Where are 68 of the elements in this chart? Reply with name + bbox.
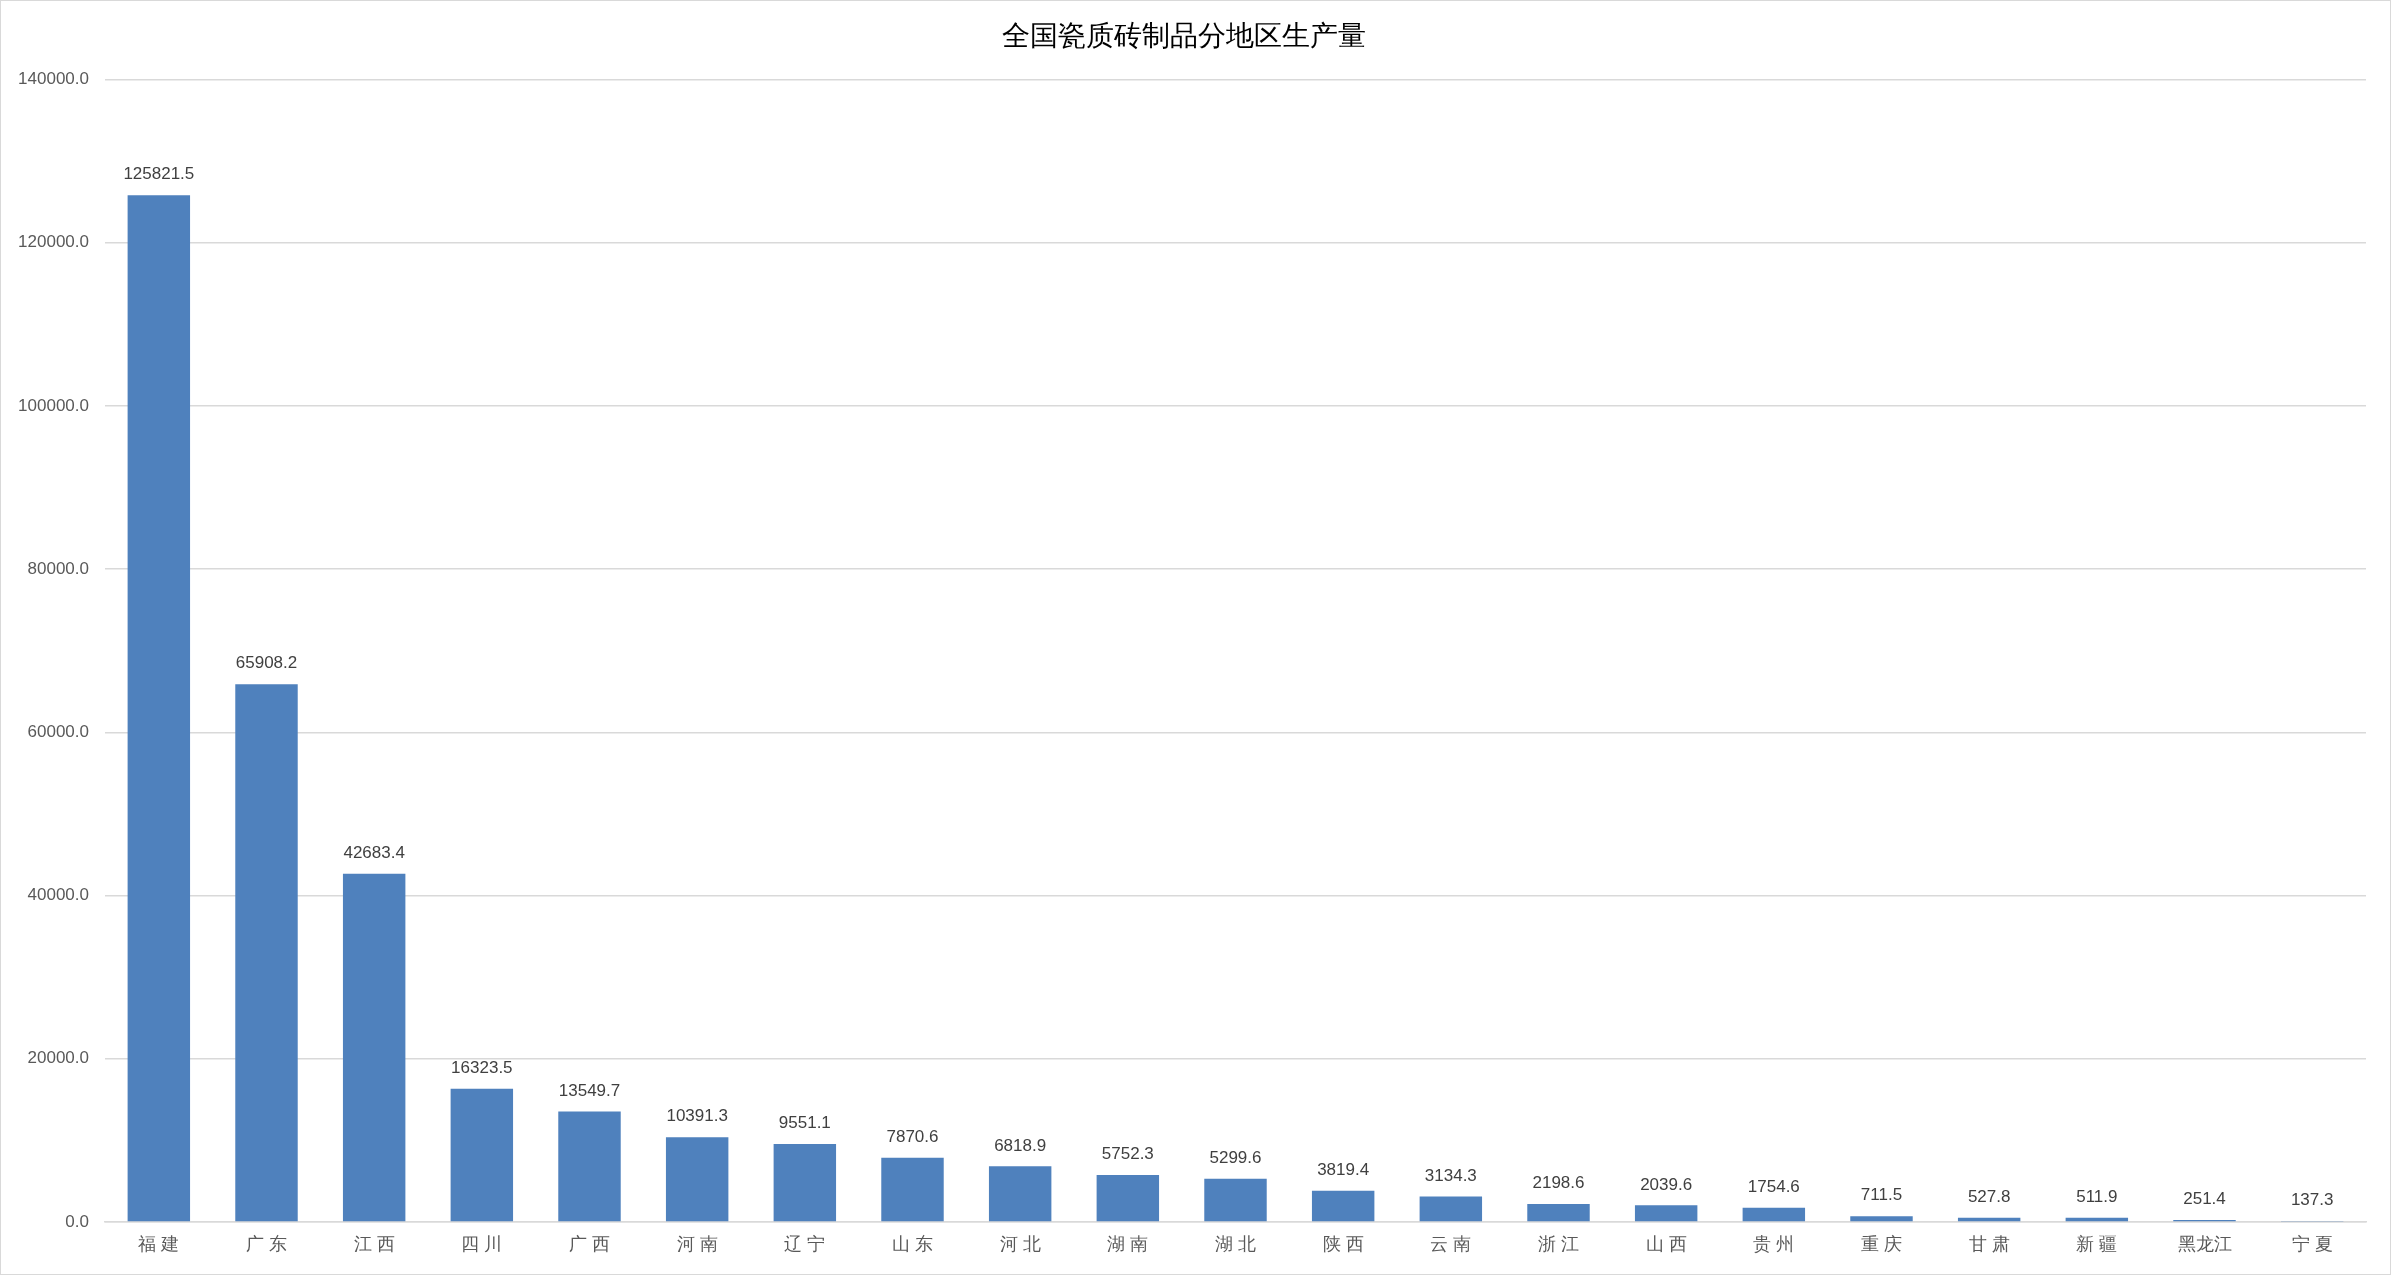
bar — [1419, 1196, 1483, 1222]
bar — [342, 873, 406, 1222]
x-tick-label: 山 东 — [891, 1233, 934, 1254]
y-tick-label: 120000.0 — [18, 232, 89, 252]
x-tick-label: 陕 西 — [1322, 1233, 1364, 1254]
y-tick-label: 60000.0 — [27, 722, 89, 742]
bar — [1850, 1216, 1913, 1222]
data-label: 5752.3 — [1101, 1144, 1154, 1164]
x-tick-label: 辽 宁 — [784, 1233, 826, 1254]
x-tick-label: 云 南 — [1430, 1233, 1472, 1254]
data-label: 7870.6 — [886, 1126, 939, 1146]
x-tick-label: 黑龙江 — [2177, 1233, 2232, 1254]
bar — [558, 1111, 621, 1222]
bar — [1527, 1204, 1590, 1222]
y-tick-label: 20000.0 — [27, 1048, 89, 1068]
data-label: 2198.6 — [1532, 1173, 1585, 1193]
data-label: 9551.1 — [778, 1113, 831, 1133]
bar — [773, 1144, 837, 1222]
data-label: 527.8 — [1967, 1186, 2011, 1206]
data-label: 125821.5 — [123, 164, 195, 184]
data-label: 1754.6 — [1747, 1176, 1800, 1196]
x-tick-label: 甘 肃 — [1968, 1233, 2010, 1254]
x-tick-label: 广 东 — [245, 1233, 288, 1254]
x-tick-label: 四 川 — [461, 1233, 503, 1254]
x-tick-label: 湖 南 — [1107, 1233, 1149, 1254]
data-label: 3134.3 — [1424, 1165, 1477, 1185]
y-tick-label: 80000.0 — [27, 558, 89, 578]
y-tick-label: 40000.0 — [27, 885, 89, 905]
chart-title: 全国瓷质砖制品分地区生产量 — [1001, 19, 1366, 51]
bar — [1204, 1178, 1267, 1222]
data-label: 251.4 — [2183, 1189, 2226, 1209]
x-tick-label: 宁 夏 — [2291, 1233, 2333, 1254]
x-tick-label: 湖 北 — [1214, 1233, 1257, 1254]
x-tick-label: 河 南 — [676, 1233, 718, 1254]
x-tick-label: 福 建 — [138, 1233, 180, 1254]
data-label: 137.3 — [2290, 1190, 2334, 1210]
data-label: 2039.6 — [1640, 1174, 1693, 1194]
data-label: 10391.3 — [666, 1106, 728, 1126]
bar — [665, 1137, 729, 1222]
bar — [1311, 1190, 1375, 1222]
x-tick-label: 河 北 — [999, 1233, 1041, 1254]
bar — [450, 1088, 514, 1222]
data-label: 42683.4 — [343, 842, 405, 862]
x-tick-label: 重 庆 — [1860, 1233, 1903, 1254]
x-tick-label: 山 西 — [1645, 1233, 1687, 1254]
y-tick-label: 140000.0 — [18, 69, 89, 89]
bar — [127, 195, 191, 1222]
bar — [235, 684, 298, 1222]
data-label: 3819.4 — [1317, 1160, 1370, 1180]
data-label: 511.9 — [2076, 1187, 2118, 1207]
data-label: 711.5 — [1860, 1185, 1903, 1205]
x-tick-label: 广 西 — [568, 1233, 611, 1254]
x-tick-label: 贵 州 — [1753, 1233, 1795, 1254]
bar — [1634, 1205, 1698, 1222]
bar — [881, 1157, 944, 1222]
y-tick-label: 100000.0 — [18, 395, 89, 415]
data-label: 6818.9 — [994, 1135, 1047, 1155]
data-label: 16323.5 — [451, 1057, 513, 1077]
bar — [988, 1166, 1052, 1222]
x-tick-label: 新 疆 — [2076, 1233, 2118, 1254]
bar — [1096, 1175, 1160, 1222]
y-tick-label: 0.0 — [65, 1211, 89, 1231]
data-label: 5299.6 — [1209, 1147, 1262, 1167]
bar — [1742, 1207, 1806, 1222]
data-label: 65908.2 — [235, 653, 298, 673]
x-tick-label: 江 西 — [353, 1233, 395, 1254]
x-tick-label: 浙 江 — [1537, 1233, 1580, 1254]
data-label: 13549.7 — [558, 1080, 621, 1100]
